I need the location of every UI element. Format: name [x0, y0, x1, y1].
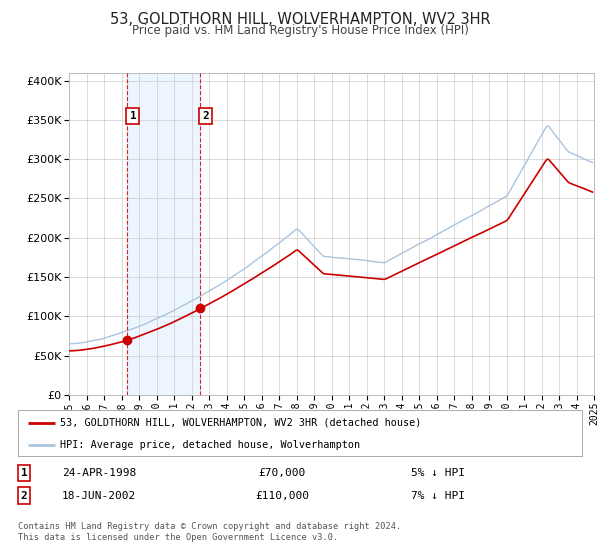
Text: 53, GOLDTHORN HILL, WOLVERHAMPTON, WV2 3HR (detached house): 53, GOLDTHORN HILL, WOLVERHAMPTON, WV2 3…	[60, 418, 422, 428]
Text: £110,000: £110,000	[255, 491, 309, 501]
Text: Contains HM Land Registry data © Crown copyright and database right 2024.: Contains HM Land Registry data © Crown c…	[18, 522, 401, 531]
Text: This data is licensed under the Open Government Licence v3.0.: This data is licensed under the Open Gov…	[18, 533, 338, 542]
Text: 7% ↓ HPI: 7% ↓ HPI	[411, 491, 465, 501]
Text: HPI: Average price, detached house, Wolverhampton: HPI: Average price, detached house, Wolv…	[60, 440, 361, 450]
Bar	[127, 73, 200, 395]
Text: 24-APR-1998: 24-APR-1998	[62, 468, 136, 478]
Text: 1: 1	[20, 468, 28, 478]
Text: 1: 1	[130, 111, 136, 121]
Text: £70,000: £70,000	[259, 468, 305, 478]
Text: Price paid vs. HM Land Registry's House Price Index (HPI): Price paid vs. HM Land Registry's House …	[131, 24, 469, 36]
Text: 5% ↓ HPI: 5% ↓ HPI	[411, 468, 465, 478]
Text: 18-JUN-2002: 18-JUN-2002	[62, 491, 136, 501]
Text: 2: 2	[202, 111, 209, 121]
Text: 53, GOLDTHORN HILL, WOLVERHAMPTON, WV2 3HR: 53, GOLDTHORN HILL, WOLVERHAMPTON, WV2 3…	[110, 12, 490, 27]
Text: 2: 2	[20, 491, 28, 501]
